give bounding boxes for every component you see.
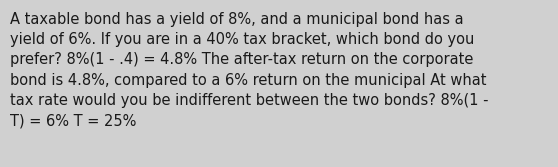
Text: A taxable bond has a yield of 8%, and a municipal bond has a
yield of 6%. If you: A taxable bond has a yield of 8%, and a … xyxy=(10,12,489,129)
